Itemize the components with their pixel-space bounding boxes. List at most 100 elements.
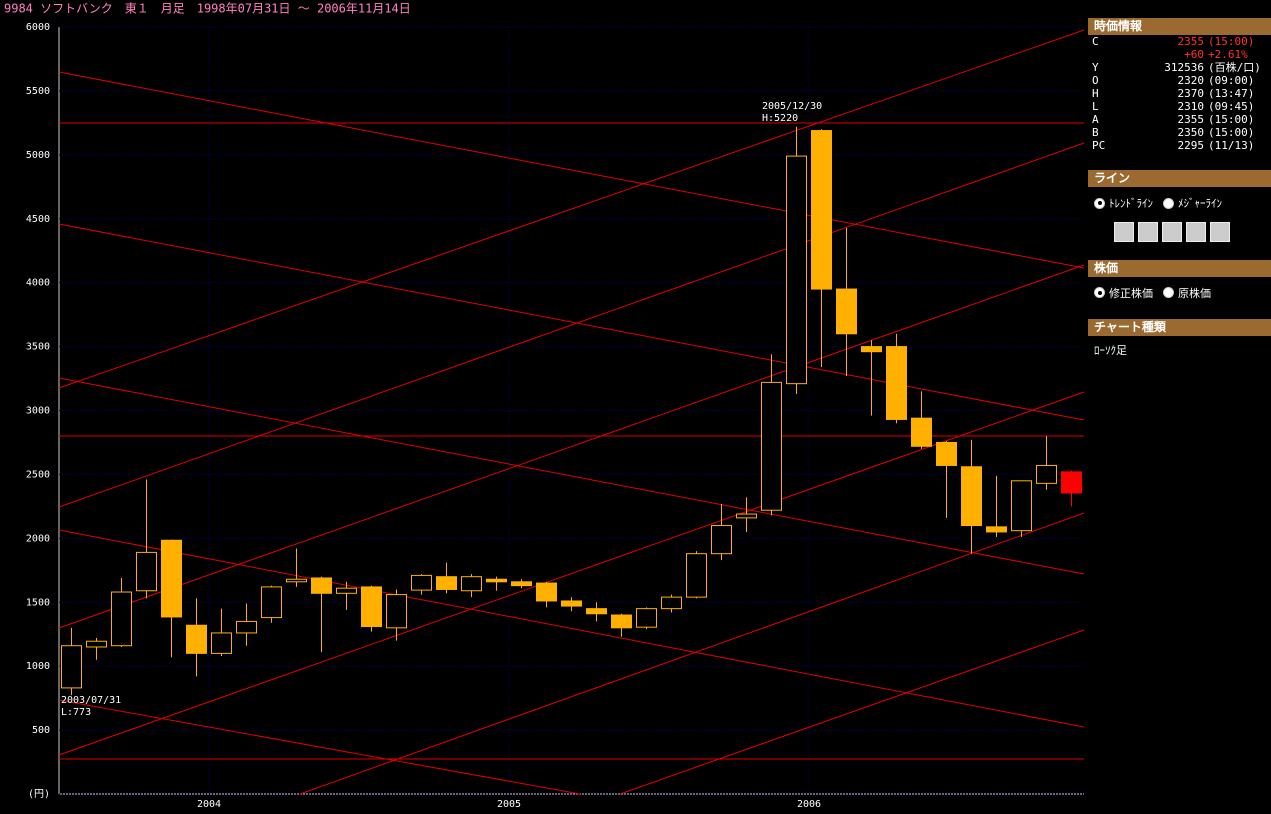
candle-body (911, 417, 932, 447)
quote-label: O (1092, 74, 1099, 87)
candle-body (186, 624, 207, 654)
y-tick-label: 1500 (26, 597, 50, 608)
trend-lines (58, 29, 1085, 795)
quote-table: C 2355 (15:00) +60 +2.61% Y 312536 (百株/口) O 2320(… (1088, 35, 1271, 152)
trend-line (58, 29, 1085, 389)
y-tick-label: (円) (28, 789, 50, 800)
trend-line (58, 377, 1085, 575)
candle-body (261, 586, 282, 619)
tool-button[interactable] (1138, 221, 1158, 242)
y-tick-label: 2500 (26, 469, 50, 480)
quote-row: A 2355 (15:00) (1088, 113, 1271, 126)
candle-body (661, 596, 682, 610)
candle-body (1036, 464, 1057, 484)
candle-body (786, 155, 807, 385)
quote-value: 2355 (1177, 113, 1205, 126)
trend-line (58, 71, 1085, 269)
section-header: 株価 (1088, 259, 1271, 277)
trend-line (299, 512, 1085, 795)
x-tick-label: 2006 (797, 799, 821, 810)
trend-line (58, 391, 1085, 756)
candle-body (536, 582, 557, 602)
quote-row: PC 2295 (11/13) (1088, 139, 1271, 152)
candle-body (1011, 480, 1032, 532)
candle-body (936, 441, 957, 466)
quote-value: 2350 (1177, 126, 1205, 139)
candle-body (136, 551, 157, 592)
candle-body (886, 346, 907, 420)
candle-body (961, 466, 982, 527)
quote-value: 2310 (1177, 100, 1205, 113)
radio[interactable] (1094, 287, 1105, 298)
y-tick-label: 3500 (26, 342, 50, 353)
candle-body (386, 594, 407, 629)
radio-option[interactable]: ﾄﾚﾝﾄﾞﾗｲﾝ (1094, 195, 1153, 211)
section-header: 時価情報 (1088, 18, 1271, 35)
quote-label: A (1092, 113, 1099, 126)
candle-body (211, 632, 232, 654)
quote-note: (11/13) (1208, 139, 1255, 152)
x-tick-label: 2004 (197, 799, 221, 810)
quote-label: Y (1092, 61, 1099, 74)
option-label: 原株価 (1178, 286, 1211, 300)
annotation: L:773 (61, 707, 91, 718)
quote-label: H (1092, 87, 1099, 100)
y-tick-label: 1000 (26, 661, 50, 672)
candle-body (1061, 471, 1082, 494)
candle-body (286, 578, 307, 583)
trend-line (58, 142, 1085, 508)
candle-body (61, 645, 82, 689)
candle-body (336, 587, 357, 594)
radio[interactable] (1163, 197, 1174, 209)
quote-row: B 2350 (15:00) (1088, 126, 1271, 139)
trend-line (58, 223, 1085, 421)
quote-note: (15:00) (1208, 35, 1255, 48)
quote-note: (15:00) (1208, 113, 1255, 126)
y-tick-label: 5500 (26, 86, 50, 97)
tool-button[interactable] (1162, 221, 1182, 242)
quote-note: (09:00) (1208, 74, 1255, 87)
candle-body (86, 640, 107, 648)
candle-body (836, 288, 857, 335)
y-tick-label: 6000 (26, 22, 50, 33)
option-label: ﾒｼﾞｬｰﾗｲﾝ (1178, 197, 1222, 210)
quote-note: (百株/口) (1208, 61, 1261, 74)
candle-body (561, 600, 582, 607)
tool-button[interactable] (1114, 221, 1134, 242)
candle-body (586, 608, 607, 615)
toolbar (1114, 221, 1271, 242)
quote-note: (13:47) (1208, 87, 1255, 100)
candle-body (461, 576, 482, 592)
y-tick-label: 3000 (26, 406, 50, 417)
candle-body (486, 578, 507, 583)
quote-label: B (1092, 126, 1099, 139)
quote-value: +60 (1184, 48, 1204, 61)
candle-body (361, 586, 382, 628)
candle-body (811, 130, 832, 290)
radio-option[interactable]: 原株価 (1163, 285, 1211, 301)
chart-type-value: ﾛｰｿｸ足 (1094, 344, 1127, 357)
candle-body (686, 553, 707, 598)
quote-row: +60 +2.61% (1088, 48, 1271, 61)
section-header: ライン (1088, 170, 1271, 187)
candle-body (861, 346, 882, 353)
option-label: 修正株価 (1109, 286, 1153, 300)
candle-body (411, 574, 432, 591)
chart-title: 9984 ソフトバンク 東１ 月足 1998年07月31日 ～ 2006年11月… (4, 2, 411, 16)
quote-value: 2320 (1177, 74, 1205, 87)
trend-line (58, 264, 1085, 629)
candle-body (111, 591, 132, 647)
quote-label: PC (1092, 139, 1106, 152)
radio-option[interactable]: ﾒｼﾞｬｰﾗｲﾝ (1163, 195, 1222, 211)
radio[interactable] (1094, 197, 1105, 209)
candle-body (736, 513, 757, 519)
quote-label: C (1092, 35, 1099, 48)
radio-option[interactable]: 修正株価 (1094, 285, 1153, 301)
tool-button[interactable] (1186, 221, 1206, 242)
quote-note: (15:00) (1208, 126, 1255, 139)
tool-button[interactable] (1210, 221, 1230, 242)
quote-row: Y 312536 (百株/口) (1088, 61, 1271, 74)
radio[interactable] (1163, 287, 1174, 298)
y-tick-label: 5000 (26, 150, 50, 161)
